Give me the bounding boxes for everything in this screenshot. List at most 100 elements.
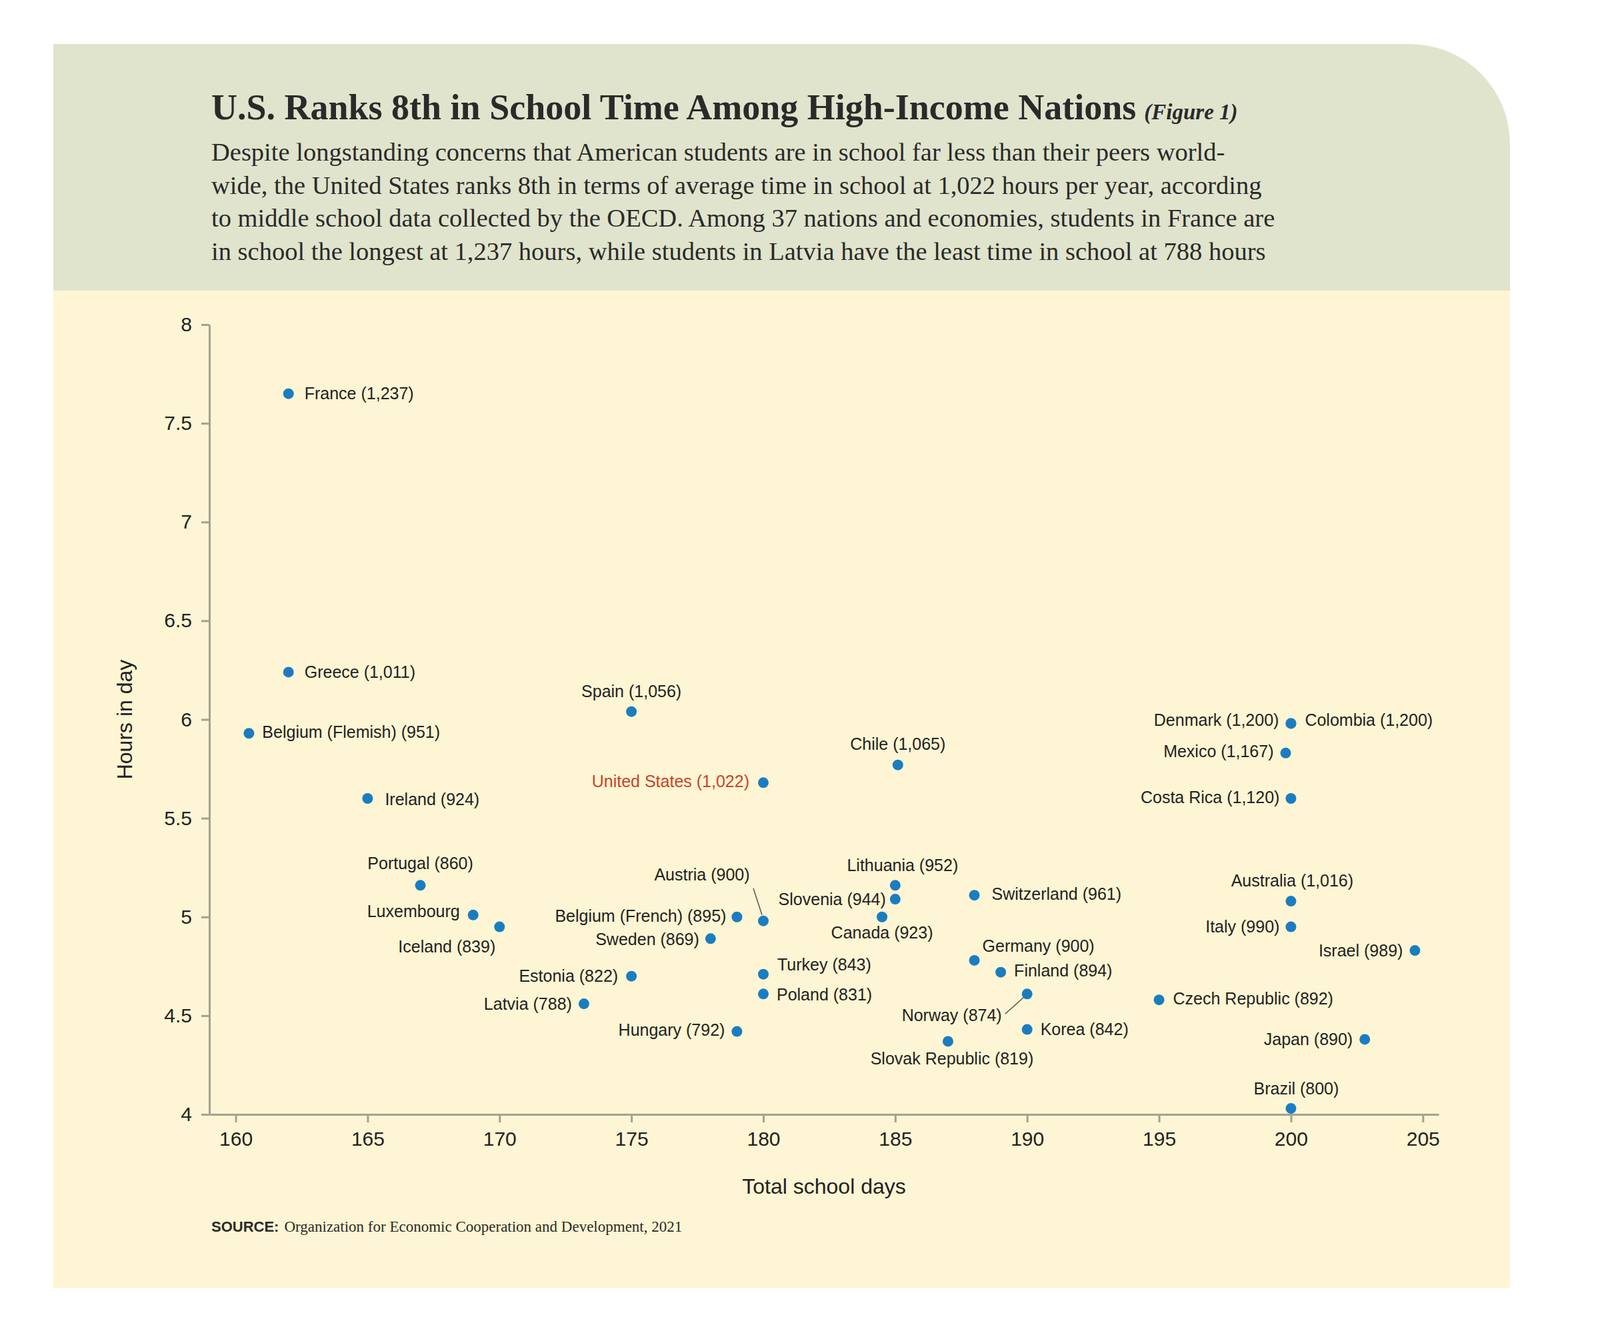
point	[283, 388, 294, 400]
point	[243, 728, 254, 739]
point	[1280, 748, 1291, 759]
point-label: Canada (923)	[831, 923, 934, 942]
point	[731, 1026, 742, 1038]
x-axis-tick: 185	[878, 1114, 912, 1150]
y-axis-tick-label: 8	[180, 313, 192, 336]
title-main: U.S. Ranks 8th in School Time Among High…	[211, 87, 1136, 128]
y-axis-tick-mark	[201, 620, 210, 622]
x-axis-tick: 170	[483, 1114, 517, 1150]
source-text: Organization for Economic Cooperation an…	[284, 1218, 682, 1236]
x-axis-tick: 175	[615, 1114, 649, 1150]
x-axis-tick: 180	[746, 1114, 780, 1150]
point	[1285, 718, 1296, 729]
y-axis-tick-mark	[201, 1114, 210, 1116]
point	[626, 971, 637, 982]
point-label: Italy (990)	[1205, 917, 1280, 936]
source-label: SOURCE:	[211, 1218, 279, 1236]
point-label: Belgium (French) (895)	[554, 906, 726, 926]
y-axis-tick-mark	[201, 818, 210, 820]
x-axis-line	[210, 1114, 1440, 1116]
point	[1359, 1034, 1370, 1045]
y-axis-tick-mark	[201, 521, 210, 524]
y-axis-tick: 5.5	[164, 807, 210, 830]
point-label: Austria (900)	[654, 865, 750, 884]
x-axis-tick-label: 170	[483, 1128, 517, 1150]
x-axis-tick-label: 175	[615, 1128, 649, 1150]
x-axis-title: Total school days	[742, 1174, 906, 1199]
x-axis-tick-mark	[1422, 1114, 1424, 1123]
y-axis-tick: 6	[180, 708, 210, 731]
x-axis-tick-mark	[235, 1114, 238, 1123]
point-label: Israel (989)	[1318, 941, 1403, 960]
x-axis-tick: 165	[351, 1114, 385, 1150]
y-axis-tick-mark	[201, 1015, 210, 1018]
point-label: United States (1,022)	[592, 772, 750, 791]
points	[243, 388, 1420, 1114]
point	[468, 910, 479, 921]
y-axis-tick-label: 7.5	[164, 412, 192, 434]
y-axis-tick-mark	[201, 422, 210, 425]
x-axis-tick-mark	[366, 1114, 369, 1123]
x-axis-tick-mark	[630, 1114, 633, 1123]
y-axis-tick-label: 5	[180, 906, 192, 928]
point	[969, 890, 980, 901]
point-label: France (1,237)	[304, 384, 414, 403]
point-label: Belgium (Flemish) (951)	[262, 722, 440, 742]
point	[705, 933, 716, 944]
subtitle-line: in school the longest at 1,237 hours, wh…	[211, 237, 1266, 266]
point-label: Hungary (792)	[618, 1020, 726, 1040]
point	[578, 998, 590, 1010]
x-axis-tick-mark	[894, 1114, 897, 1123]
x-axis: 160165170175180185190195200205	[210, 1114, 1440, 1150]
point	[1285, 793, 1296, 804]
point	[415, 880, 426, 891]
point-label: Germany (900)	[982, 936, 1095, 956]
point-label: Colombia (1,200)	[1304, 710, 1433, 730]
point	[758, 777, 769, 788]
point-label: Mexico (1,167)	[1163, 742, 1274, 761]
point-label: Australia (1,016)	[1231, 871, 1354, 890]
point-label: Korea (842)	[1040, 1020, 1129, 1039]
point-label: Luxembourg	[367, 902, 460, 921]
point-label: Norway (874)	[902, 1006, 1002, 1025]
title-note: (Figure 1)	[1144, 100, 1238, 125]
point	[890, 894, 901, 905]
point-label: Costa Rica (1,120)	[1140, 788, 1280, 807]
point	[362, 793, 373, 804]
point	[1409, 945, 1420, 956]
x-axis-tick-label: 205	[1406, 1128, 1440, 1150]
title: U.S. Ranks 8th in School Time Among High…	[211, 87, 1238, 128]
point-label: Sweden (869)	[595, 930, 700, 949]
x-axis-tick-label: 200	[1274, 1128, 1308, 1150]
point-label: Estonia (822)	[518, 966, 618, 986]
point-label: Portugal (860)	[367, 854, 473, 873]
y-axis-tick: 4.5	[164, 1004, 210, 1027]
point	[758, 988, 769, 1000]
x-axis-tick: 195	[1142, 1114, 1176, 1150]
x-axis-tick-label: 185	[878, 1128, 912, 1150]
point	[876, 912, 888, 923]
point-label: Iceland (839)	[398, 937, 496, 956]
point	[1285, 896, 1296, 907]
point-label: Switzerland (961)	[992, 884, 1122, 904]
subtitle-line: Despite longstanding concerns that Ameri…	[211, 138, 1225, 166]
point	[995, 967, 1006, 978]
x-axis-tick-mark	[1290, 1114, 1292, 1123]
point	[892, 760, 904, 771]
point-label: Brazil (800)	[1253, 1079, 1339, 1098]
body-background	[53, 290, 1510, 1288]
point-label: Latvia (788)	[484, 994, 572, 1014]
point	[626, 706, 637, 718]
point	[1285, 718, 1296, 729]
y-axis-tick: 7	[180, 510, 210, 533]
y-axis-tick: 7.5	[164, 412, 210, 434]
y-axis-tick-label: 7	[180, 510, 192, 533]
y-axis-tick-label: 6	[180, 708, 192, 731]
point-label: Czech Republic (892)	[1173, 989, 1334, 1008]
y-axis-tick: 6.5	[164, 609, 210, 632]
y-axis-tick: 5	[180, 906, 210, 928]
y-axis-tick-mark	[201, 324, 210, 326]
source: SOURCE: Organization for Economic Coopera…	[211, 1218, 682, 1236]
point	[283, 666, 294, 678]
point-label: Chile (1,065)	[850, 734, 946, 754]
